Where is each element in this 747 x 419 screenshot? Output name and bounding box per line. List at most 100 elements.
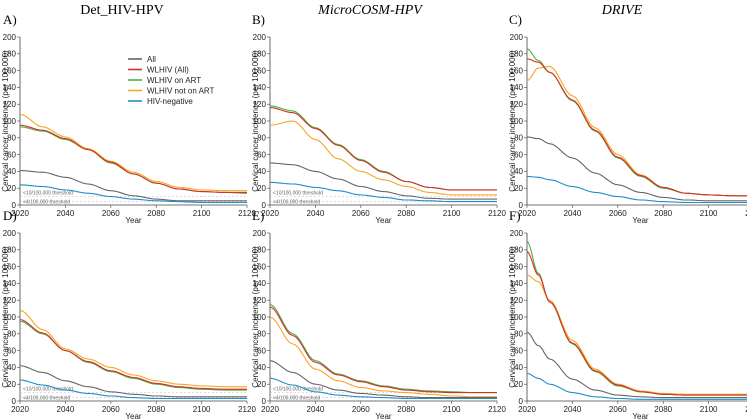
y-tick-label: 180 <box>253 246 267 255</box>
x-tick-label: 2100 <box>700 405 718 414</box>
y-tick-label: 40 <box>257 167 266 176</box>
x-tick-label: 2060 <box>102 209 120 218</box>
y-tick-label: 160 <box>3 262 17 271</box>
y-tick-label: 140 <box>510 83 524 92</box>
y-tick-label: 200 <box>3 229 17 238</box>
legend-label-wlhiv-not-on-art: WLHIV not on ART <box>147 87 215 96</box>
series-line-wlhiv-all <box>19 124 247 193</box>
y-tick-label: 160 <box>253 262 267 271</box>
series-line-wlhiv-on-art <box>19 320 247 391</box>
y-tick-label: 0 <box>519 397 524 406</box>
y-tick-label: 60 <box>7 346 16 355</box>
y-tick-label: 80 <box>257 134 266 143</box>
series-line-hiv-negative <box>269 377 497 400</box>
y-tick-label: 0 <box>12 397 17 406</box>
x-tick-label: 2080 <box>654 405 672 414</box>
y-tick-label: 20 <box>7 380 16 389</box>
x-tick-label: 2100 <box>443 405 461 414</box>
threshold-label: <4/100,000 threshold <box>273 200 320 206</box>
series-line-all <box>269 360 497 399</box>
y-tick-label: 40 <box>514 363 523 372</box>
y-axis-label: Cervical cancer incidence (per 100,000) <box>251 50 260 192</box>
x-tick-label: 2060 <box>352 209 370 218</box>
series-line-wlhiv-not-on-art <box>19 113 247 192</box>
y-tick-label: 0 <box>519 201 524 210</box>
y-tick-label: 200 <box>253 229 267 238</box>
column-title-drive: DRIVE <box>601 3 643 18</box>
x-axis-label: Year <box>375 412 392 419</box>
y-tick-label: 160 <box>3 66 17 75</box>
threshold-label: <10/100,000 threshold <box>23 191 73 197</box>
legend-label-all: All <box>147 55 156 64</box>
y-tick-label: 100 <box>3 313 17 322</box>
x-tick-label: 2040 <box>307 405 325 414</box>
y-tick-label: 140 <box>3 279 17 288</box>
y-tick-label: 100 <box>510 313 524 322</box>
y-tick-label: 40 <box>7 167 16 176</box>
x-tick-label: 2060 <box>609 405 627 414</box>
y-tick-label: 100 <box>3 117 17 126</box>
x-tick-label: 2080 <box>147 405 165 414</box>
column-title-microcosm-hpv: MicroCOSM-HPV <box>317 3 423 18</box>
y-tick-label: 40 <box>7 363 16 372</box>
legend-label-hiv-negative: HIV-negative <box>147 97 193 106</box>
series-line-hiv-negative <box>526 175 747 204</box>
y-axis-label: Cervical cancer incidence (per 100,000) <box>508 50 517 192</box>
series-line-all <box>269 162 497 200</box>
series-line-all <box>527 136 747 202</box>
series-line-wlhiv-not-on-art <box>269 316 497 398</box>
series-line-wlhiv-all <box>526 251 747 396</box>
y-tick-label: 140 <box>253 83 267 92</box>
series-line-wlhiv-on-art <box>269 303 497 394</box>
y-tick-label: 20 <box>257 184 266 193</box>
series-line-all <box>19 365 247 398</box>
series-line-wlhiv-not-on-art <box>19 309 247 388</box>
series-line-hiv-negative <box>526 372 747 400</box>
y-tick-label: 160 <box>253 66 267 75</box>
x-tick-label: 2080 <box>397 209 415 218</box>
y-tick-label: 60 <box>514 346 523 355</box>
threshold-label: <10/100,000 threshold <box>273 387 323 393</box>
panel-letter: A) <box>3 12 17 27</box>
y-tick-label: 20 <box>514 184 523 193</box>
y-tick-label: 180 <box>510 50 524 59</box>
x-tick-label: 2020 <box>261 405 279 414</box>
x-tick-label: 2120 <box>745 209 747 218</box>
series-line-wlhiv-all <box>19 318 247 390</box>
x-axis-label: Year <box>632 412 649 419</box>
x-tick-label: 2020 <box>261 209 279 218</box>
x-tick-label: 2120 <box>488 405 506 414</box>
y-tick-label: 200 <box>510 33 524 42</box>
x-tick-label: 2100 <box>193 405 211 414</box>
y-axis-label: Cervical cancer incidence (per 100,000) <box>508 246 517 388</box>
x-tick-label: 2100 <box>443 209 461 218</box>
y-tick-label: 60 <box>257 150 266 159</box>
y-tick-label: 0 <box>262 397 267 406</box>
y-tick-label: 120 <box>510 100 524 109</box>
threshold-label: <4/100,000 threshold <box>23 396 70 402</box>
series-line-hiv-negative <box>19 379 247 400</box>
y-tick-label: 120 <box>510 296 524 305</box>
y-tick-label: 100 <box>253 117 267 126</box>
y-tick-label: 180 <box>510 246 524 255</box>
x-tick-label: 2040 <box>307 209 325 218</box>
threshold-label: <4/100,000 threshold <box>23 200 70 206</box>
threshold-label: <10/100,000 threshold <box>23 387 73 393</box>
x-tick-label: 2080 <box>397 405 415 414</box>
series-line-wlhiv-on-art <box>269 105 497 191</box>
x-tick-label: 2120 <box>238 209 256 218</box>
series-line-wlhiv-all <box>269 107 497 191</box>
x-tick-label: 2080 <box>654 209 672 218</box>
x-tick-label: 2040 <box>564 405 582 414</box>
x-axis-label: Year <box>125 216 142 225</box>
series-line-wlhiv-all <box>526 58 747 197</box>
x-tick-label: 2080 <box>147 209 165 218</box>
x-axis-label: Year <box>632 216 649 225</box>
y-axis-label: Cervical cancer incidence (per 100,000) <box>251 246 260 388</box>
x-tick-label: 2100 <box>700 209 718 218</box>
